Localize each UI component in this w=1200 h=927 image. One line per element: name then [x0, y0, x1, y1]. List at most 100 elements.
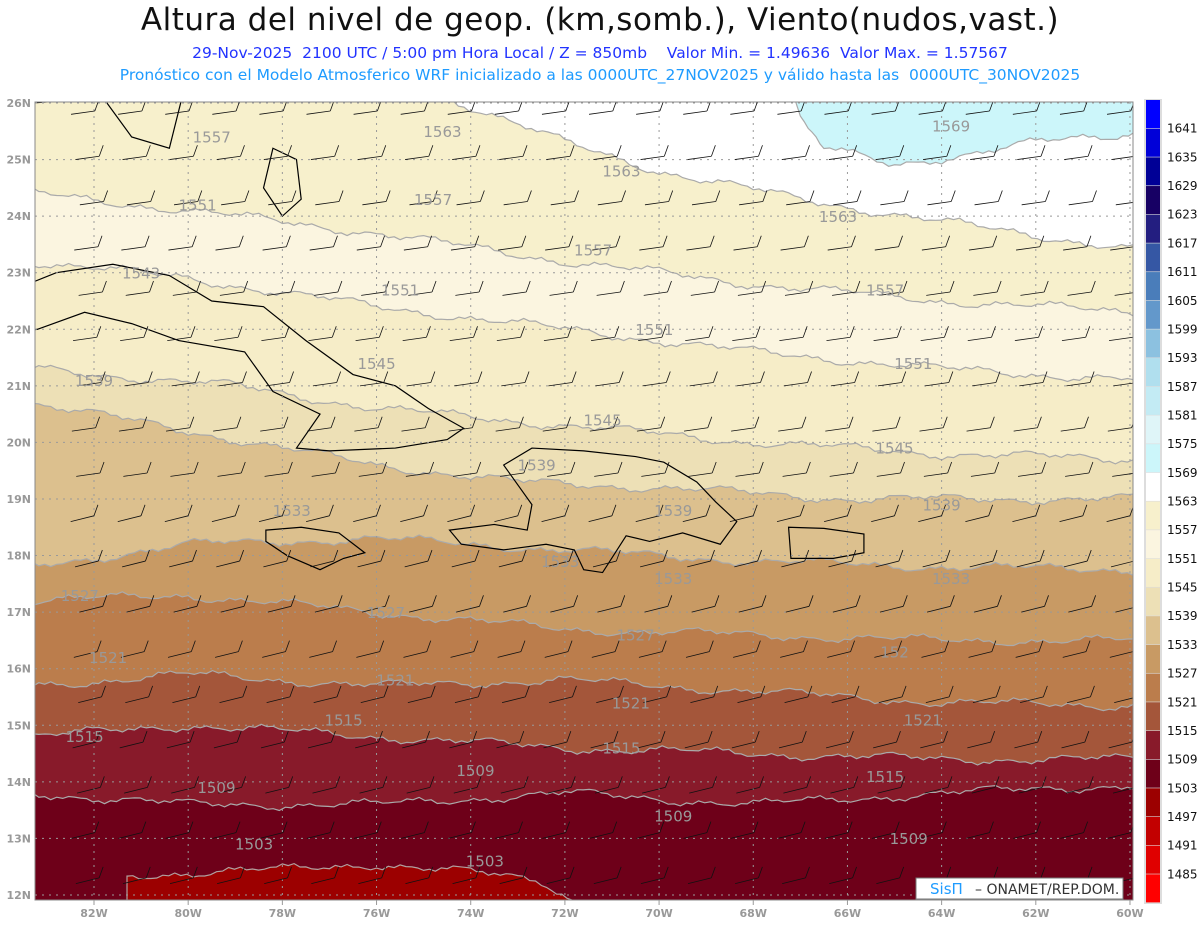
contour-label: 1563 — [819, 208, 857, 226]
wind-barb — [971, 776, 1000, 794]
wind-barb — [168, 235, 197, 251]
wind-barb — [1017, 145, 1046, 160]
wind-barb — [265, 776, 294, 794]
wind-barb — [173, 190, 203, 206]
wind-barb — [262, 235, 291, 251]
wind-barb — [452, 145, 481, 160]
wind-barb — [267, 595, 296, 613]
contour-label: 1533 — [932, 570, 970, 588]
wind-barb — [214, 326, 243, 341]
contour-label: 1545 — [357, 355, 395, 373]
colorbar-swatch — [1146, 272, 1160, 301]
wind-barb — [1065, 461, 1094, 477]
wind-barb — [261, 326, 290, 341]
wind-barb — [171, 776, 199, 794]
wind-barb — [74, 235, 103, 251]
colorbar: 1485 1491 1497 1503 1509 1515 1521 1527 1533 1539… — [1144, 99, 1198, 904]
contour-label: 1543 — [122, 264, 160, 282]
wind-barb — [353, 504, 381, 523]
wind-barb — [925, 685, 954, 704]
wind-barb — [169, 145, 198, 160]
wind-barb — [447, 504, 476, 523]
wind-barb — [967, 326, 996, 341]
wind-barb — [451, 549, 480, 568]
wind-barb — [968, 640, 997, 658]
contour-label: 1515 — [866, 768, 904, 786]
wind-barb — [596, 685, 624, 704]
wind-barb — [592, 235, 621, 251]
axis-labels: 82W 80W 78W 76W 74W 72W 70W 68W 66W 64W 62W 60W 26N 2… — [6, 97, 1143, 920]
wind-barb — [356, 235, 385, 251]
wind-barb — [872, 416, 901, 432]
wind-barb — [306, 504, 334, 523]
wind-barb — [589, 416, 618, 432]
colorbar-label: 1635 — [1167, 150, 1198, 164]
wind-barb — [262, 640, 290, 658]
wind-barb — [1015, 640, 1044, 658]
wind-barb — [311, 461, 340, 477]
wind-barb — [640, 866, 669, 885]
wind-barb — [729, 504, 758, 523]
wind-barb — [496, 326, 526, 341]
wind-barb — [730, 102, 758, 115]
wind-barb — [920, 730, 948, 749]
wind-barb — [781, 549, 810, 568]
contour-label: 1515 — [602, 740, 640, 758]
wind-barb — [923, 145, 952, 160]
wind-barb — [541, 504, 570, 523]
wind-barb — [71, 416, 100, 432]
wind-barb — [1019, 371, 1048, 387]
wind-barb — [359, 776, 388, 794]
wind-barb — [75, 866, 104, 885]
wind-barb — [738, 595, 767, 613]
wind-barb — [784, 685, 813, 704]
lat-tick-label: 15N — [6, 719, 31, 732]
wind-barb — [501, 371, 530, 387]
wind-barb — [593, 145, 622, 160]
wind-barb — [79, 595, 108, 613]
wind-barb — [873, 730, 901, 749]
credit-box: SisΠ – ONAMET/REP.DOM. — [915, 877, 1124, 900]
wind-barb — [1015, 235, 1045, 251]
colorbar-swatch — [1146, 530, 1160, 559]
wind-barb — [966, 821, 994, 839]
wind-barb — [879, 595, 908, 613]
wind-barb — [264, 461, 293, 477]
colorbar-swatch — [1146, 788, 1160, 817]
contour-label: 1545 — [583, 411, 621, 429]
wind-barb — [785, 595, 814, 613]
wind-barb — [641, 461, 670, 477]
wind-barb — [1115, 202, 1133, 206]
wind-barb — [165, 416, 195, 432]
wind-barb — [1017, 461, 1047, 477]
wind-barb — [918, 821, 947, 839]
wind-barb — [780, 235, 809, 251]
wind-barb — [644, 595, 673, 613]
wind-barb — [448, 416, 477, 432]
lon-tick-label: 66W — [834, 907, 861, 920]
contour-line-1527 — [35, 591, 1133, 647]
wind-barb — [643, 280, 672, 296]
wind-barb — [636, 416, 666, 432]
wind-barb — [307, 416, 336, 432]
wind-barb — [404, 549, 433, 568]
wind-barb — [355, 326, 384, 341]
wind-barb — [1068, 190, 1097, 206]
wind-barb — [494, 504, 523, 523]
wind-barb — [495, 821, 523, 839]
wind-barb — [217, 461, 246, 477]
wind-barb — [828, 145, 858, 160]
wind-barb — [400, 821, 429, 839]
wind-barb — [501, 685, 530, 704]
colorbar-label: 1611 — [1167, 265, 1198, 279]
wind-barb — [355, 730, 383, 749]
wind-barb — [546, 866, 575, 885]
wind-barb — [1021, 595, 1049, 613]
wind-barb — [826, 326, 855, 341]
wind-barb — [211, 504, 240, 523]
wind-barb — [780, 640, 808, 658]
wind-barb — [402, 730, 430, 749]
contour-label: 1515 — [65, 728, 103, 746]
wind-barb — [640, 145, 669, 160]
coastlines — [35, 102, 865, 574]
